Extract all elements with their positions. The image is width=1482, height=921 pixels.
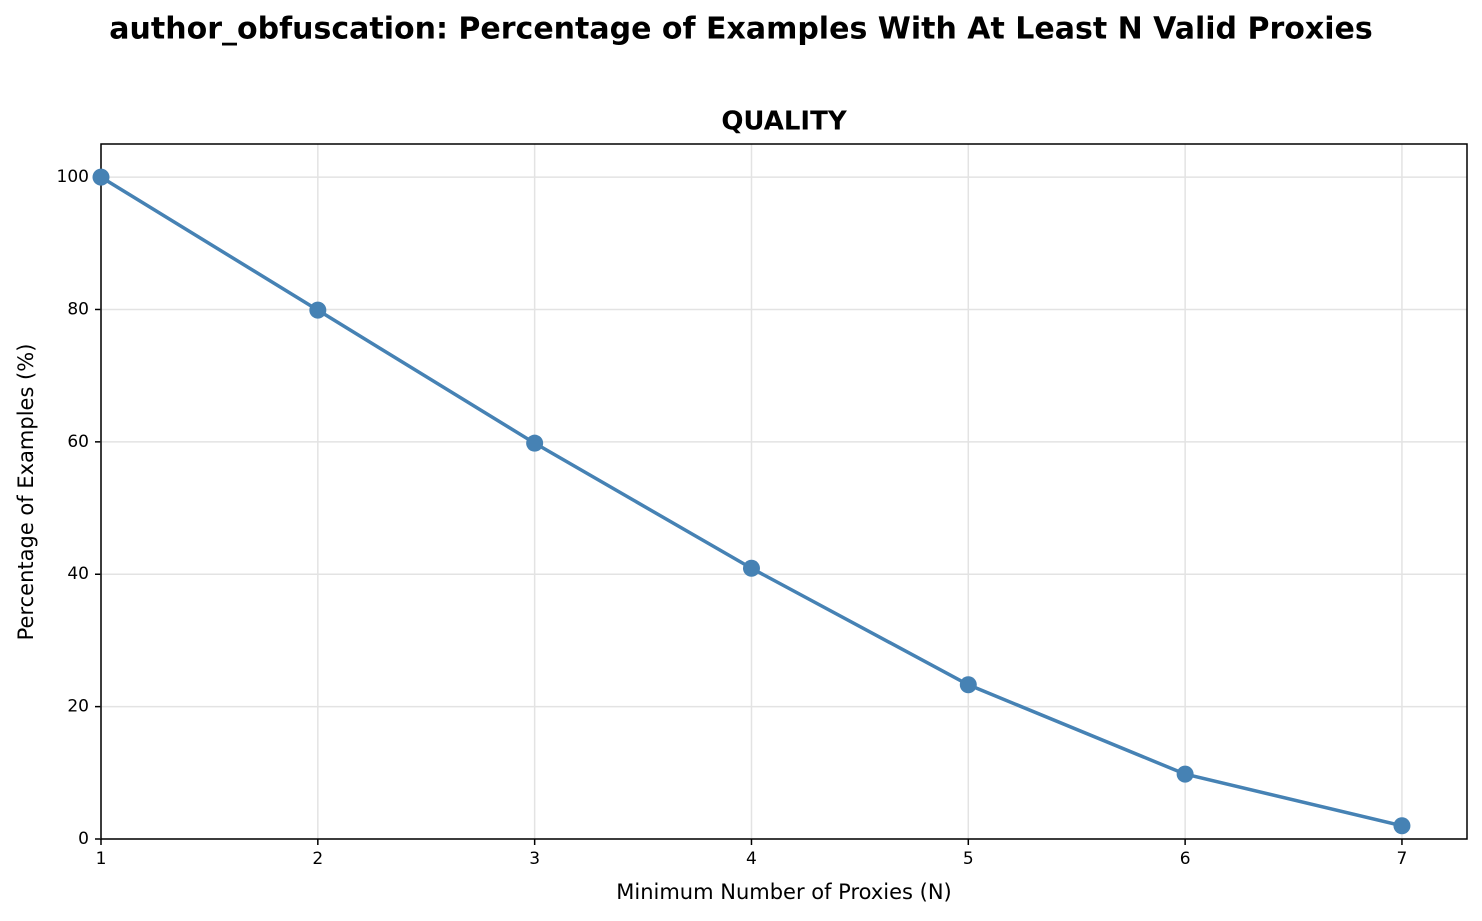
y-axis-label: Percentage of Examples (%) xyxy=(14,344,38,641)
point xyxy=(1393,817,1411,835)
x-tick-label: 5 xyxy=(963,849,974,869)
y-tick-label: 0 xyxy=(78,829,89,849)
y-tick-label: 40 xyxy=(67,564,89,584)
point xyxy=(959,676,977,694)
chart-subtitle: QUALITY xyxy=(721,107,848,137)
point xyxy=(92,168,110,186)
x-tick-label: 1 xyxy=(96,849,107,869)
x-tick-label: 4 xyxy=(746,849,757,869)
y-tick-label: 20 xyxy=(67,697,89,717)
x-tick-label: 3 xyxy=(529,849,540,869)
plot-frame xyxy=(100,143,1468,840)
y-tick-label: 60 xyxy=(67,432,89,452)
y-tick-label: 100 xyxy=(57,167,89,187)
chart-title: author_obfuscation: Percentage of Exampl… xyxy=(109,12,1372,47)
point xyxy=(1176,765,1194,783)
x-tick-label: 2 xyxy=(312,849,323,869)
x-tick-label: 6 xyxy=(1180,849,1191,869)
x-axis-label: Minimum Number of Proxies (N) xyxy=(616,880,952,904)
point xyxy=(742,559,760,577)
y-tick-label: 80 xyxy=(67,299,89,319)
point xyxy=(309,301,327,319)
x-tick-label: 7 xyxy=(1397,849,1408,869)
point xyxy=(526,434,544,452)
